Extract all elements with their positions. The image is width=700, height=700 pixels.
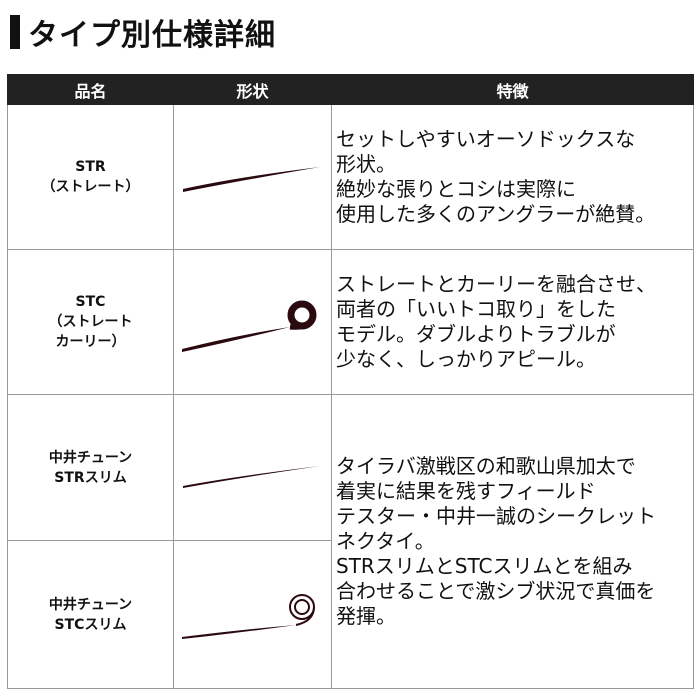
table-header-row: 品名 形状 特徴: [7, 74, 694, 105]
header-name: 品名: [7, 74, 174, 105]
product-name: 中井チューン STCスリム: [7, 540, 174, 689]
name-line: （ストレート: [48, 314, 133, 330]
table-row: STR （ストレート） セットしやすいオーソドックスな 形状。 絶妙な張りとコシは実際…: [7, 104, 694, 250]
feature-line: 絶妙な張りとコシは実際に: [336, 177, 576, 201]
header-shape: 形状: [173, 74, 332, 105]
feature-text: ストレートとカーリーを融合させ、 両者の「いいトコ取り」をした モデル。ダブルよりト…: [331, 249, 694, 395]
header-feature: 特徴: [331, 74, 694, 105]
name-line: STC: [75, 294, 106, 310]
straight-slim-lure-image: [173, 394, 332, 541]
product-name: 中井チューン STRスリム: [7, 394, 174, 541]
table-row: STC （ストレート カーリー） ストレートとカーリーを融合させ、 両者の「いいトコ取…: [7, 249, 694, 395]
curly-lure-image: [173, 249, 332, 395]
product-name: STC （ストレート カーリー）: [7, 249, 174, 395]
feature-line: 使用した多くのアングラーが絶賛。: [336, 202, 656, 226]
title-bar-marker: [10, 15, 20, 49]
title-text: タイプ別仕様詳細: [28, 18, 276, 53]
straight-lure-image: [173, 104, 332, 250]
curly-slim-lure-image: [173, 540, 332, 689]
name-line: STCスリム: [54, 616, 127, 633]
name-line: 中井チューン: [48, 596, 133, 613]
name-line: STRスリム: [54, 469, 127, 486]
feature-line: STRスリムとSTCスリムとを組み: [336, 554, 633, 578]
name-line: 中井チューン: [48, 449, 133, 466]
page-title: タイプ別仕様詳細: [10, 12, 276, 53]
table-row: 中井チューン STCスリム: [7, 540, 694, 689]
feature-line: 少なく、しっかりアピール。: [336, 347, 596, 371]
feature-line: タイラバ激戦区の和歌山県加太で: [336, 454, 636, 478]
feature-line: 両者の「いいトコ取り」をした: [336, 297, 616, 321]
feature-line: モデル。ダブルよりトラブルが: [336, 322, 616, 346]
feature-line: ネクタイ。: [336, 529, 435, 553]
feature-line: セットしやすいオーソドックスな: [336, 127, 636, 151]
feature-line: ストレートとカーリーを融合させ、: [336, 272, 656, 296]
feature-line: テスター・中井一誠のシークレット: [336, 504, 656, 528]
feature-line: 合わせることで激シブ状況で真価を: [336, 579, 656, 603]
name-line: （ストレート）: [41, 179, 140, 195]
name-line: カーリー）: [55, 334, 126, 350]
shared-feature-text: タイラバ激戦区の和歌山県加太で 着実に結果を残すフィールド テスター・中井一誠のシー…: [331, 394, 694, 689]
spec-table: 品名 形状 特徴 STR （ストレート） セットしやすいオーソドックスな 形状。 絶妙…: [7, 74, 694, 689]
feature-line: 着実に結果を残すフィールド: [336, 479, 596, 503]
table-row: 中井チューン STRスリム タイラバ激戦区の和歌山県加太で 着実に結果を残すフィール…: [7, 394, 694, 689]
feature-text: セットしやすいオーソドックスな 形状。 絶妙な張りとコシは実際に 使用した多くのアング…: [331, 104, 694, 250]
name-line: STR: [75, 159, 106, 175]
product-name: STR （ストレート）: [7, 104, 174, 250]
feature-line: 発揮。: [336, 604, 396, 628]
feature-line: 形状。: [336, 152, 396, 176]
